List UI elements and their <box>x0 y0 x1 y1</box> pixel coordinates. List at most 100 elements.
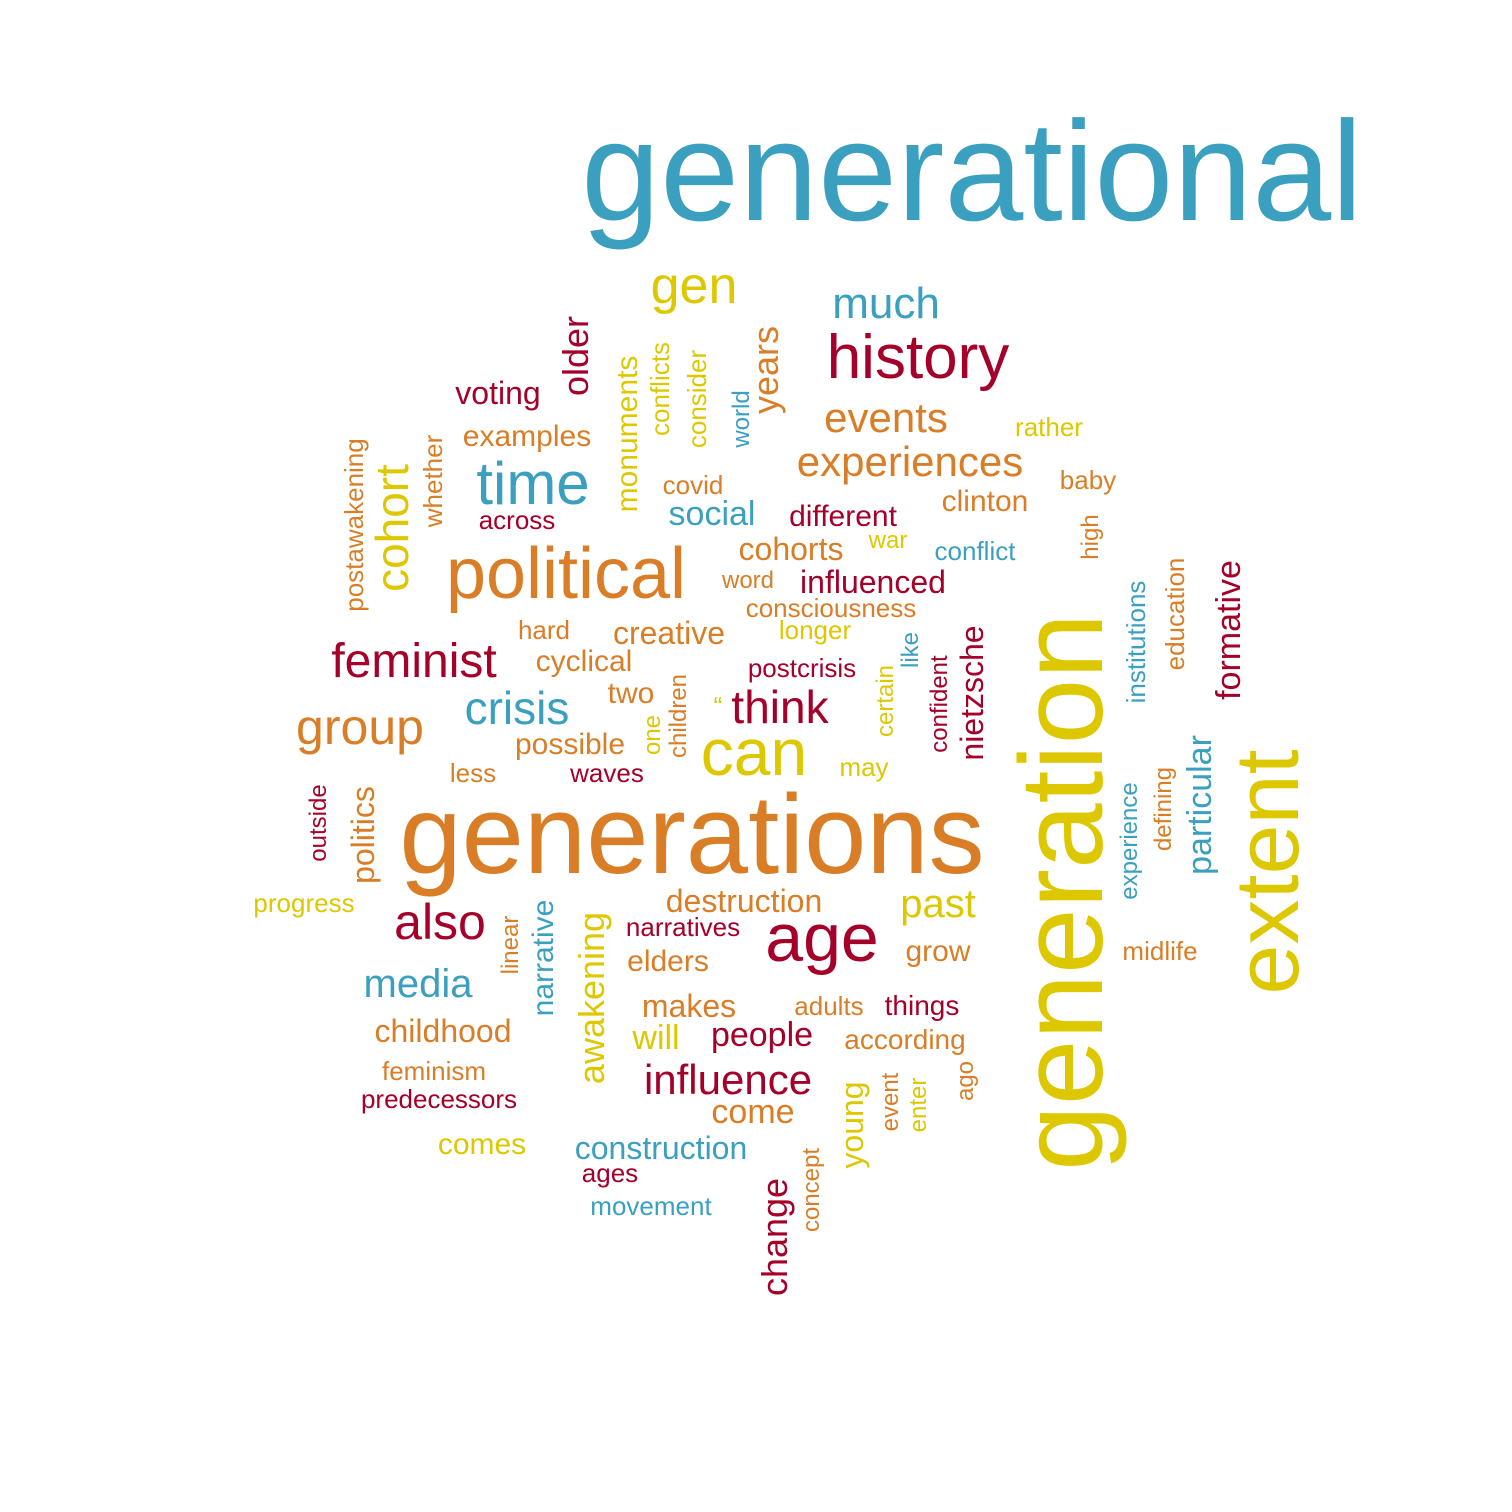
word-concept: concept <box>798 1147 825 1233</box>
word-change: change <box>754 1177 795 1297</box>
word-influence: influence <box>643 1056 813 1103</box>
word-consider: consider <box>682 349 712 449</box>
word-events: events <box>824 394 948 441</box>
word-longer: longer <box>778 615 852 645</box>
word-whether: whether <box>418 434 448 528</box>
word-outside: outside <box>305 784 332 862</box>
word-rather: rather <box>1015 412 1083 442</box>
word-two: two <box>607 677 655 710</box>
word-comes: comes <box>437 1128 527 1161</box>
word-linear: linear <box>497 915 524 975</box>
word-midlife: midlife <box>1122 936 1198 966</box>
word-confident: confident <box>926 655 953 753</box>
word-less: less <box>449 758 497 788</box>
word-according: according <box>844 1024 966 1055</box>
word-conflicts: conflicts <box>645 342 675 436</box>
word-media: media <box>363 962 473 1006</box>
word-waves: waves <box>570 758 644 788</box>
word-generation: generation <box>996 613 1128 1171</box>
word-quote: “ <box>713 691 723 721</box>
word-young: young <box>834 1081 870 1169</box>
word-childhood: childhood <box>374 1013 512 1049</box>
word-word: word <box>721 567 775 594</box>
word-past: past <box>900 882 976 926</box>
word-much: much <box>832 279 940 328</box>
word-postcrisis: postcrisis <box>747 653 857 683</box>
word-feminist: feminist <box>331 635 497 688</box>
word-progress: progress <box>253 888 355 918</box>
word-elders: elders <box>627 945 709 978</box>
word-children: children <box>665 673 692 759</box>
word-high: high <box>1077 514 1104 560</box>
word-formative: formative <box>1210 560 1248 700</box>
word-extent: extent <box>1218 749 1318 995</box>
word-nietzsche: nietzsche <box>954 625 990 761</box>
word-one: one <box>639 714 666 756</box>
word-certain: certain <box>872 664 899 738</box>
word-examples: examples <box>462 420 592 453</box>
word-event: event <box>877 1072 904 1132</box>
word-experiences: experiences <box>796 438 1024 485</box>
word-defining: defining <box>1150 766 1177 852</box>
word-postawakening: postawakening <box>339 438 369 612</box>
word-generations: generations <box>399 772 985 897</box>
word-grow: grow <box>905 935 971 968</box>
word-hard: hard <box>517 615 571 645</box>
word-influenced: influenced <box>800 564 946 600</box>
word-group: group <box>296 699 424 755</box>
word-across: across <box>478 505 556 535</box>
word-older: older <box>555 315 596 397</box>
word-people: people <box>710 1016 814 1054</box>
word-awakening: awakening <box>571 911 612 1085</box>
word-cohorts: cohorts <box>738 531 844 567</box>
word-time: time <box>476 450 590 517</box>
word-creative: creative <box>612 615 726 651</box>
word-consciousness: consciousness <box>745 593 917 623</box>
word-history: history <box>826 323 1010 392</box>
word-narratives: narratives <box>625 912 741 942</box>
word-cyclical: cyclical <box>535 645 633 678</box>
word-ages: ages <box>581 1158 639 1188</box>
word-gen: gen <box>650 257 738 315</box>
word-baby: baby <box>1059 465 1117 495</box>
word-age: age <box>765 900 879 976</box>
word-cohort: cohort <box>366 464 418 592</box>
word-voting: voting <box>455 375 541 411</box>
word-come: come <box>711 1093 795 1131</box>
word-monuments: monuments <box>611 355 644 513</box>
word-enter: enter <box>905 1077 932 1133</box>
word-possible: possible <box>514 728 626 761</box>
word-will: will <box>632 1019 680 1057</box>
word-experience: experience <box>1116 782 1143 900</box>
word-things: things <box>884 990 960 1021</box>
word-different: different <box>789 500 897 533</box>
word-clinton: clinton <box>941 485 1029 518</box>
word-particular: particular <box>1181 735 1219 875</box>
word-makes: makes <box>641 988 737 1024</box>
word-institutions: institutions <box>1121 580 1151 704</box>
word-movement: movement <box>590 1191 712 1221</box>
word-may: may <box>839 752 889 782</box>
word-political: political <box>445 534 687 614</box>
word-like: like <box>897 631 924 669</box>
word-world: world <box>728 390 755 448</box>
word-education: education <box>1160 557 1190 671</box>
word-conflict: conflict <box>934 536 1016 566</box>
word-adults: adults <box>794 991 864 1021</box>
word-generational: generational <box>581 92 1363 251</box>
word-feminism: feminism <box>381 1056 487 1086</box>
word-construction: construction <box>574 1130 748 1166</box>
word-narrative: narrative <box>527 899 560 1017</box>
word-covid: covid <box>662 470 724 500</box>
word-predecessors: predecessors <box>360 1084 518 1114</box>
word-think: think <box>731 681 829 733</box>
word-politics: politics <box>345 786 381 884</box>
word-can: can <box>700 715 808 789</box>
word-crisis: crisis <box>464 682 570 734</box>
word-social: social <box>668 495 756 533</box>
word-destruction: destruction <box>665 883 823 919</box>
word-also: also <box>394 894 486 950</box>
word-ago: ago <box>952 1060 979 1102</box>
word-war: war <box>868 527 908 554</box>
